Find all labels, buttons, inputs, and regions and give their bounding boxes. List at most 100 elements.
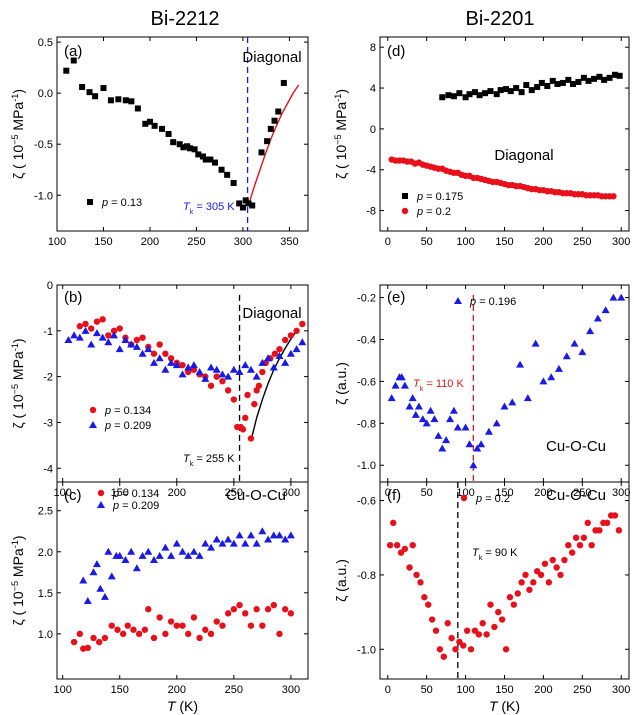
data-point	[387, 394, 396, 402]
data-point	[570, 339, 579, 347]
data-point	[144, 345, 153, 353]
y-tick-label-e: -0.2	[357, 293, 376, 305]
panel-c: 100 150 200 250 300 1.0 1.5 2.0 2.5 T (K) ζ ( 10−5…	[10, 481, 309, 714]
data-point	[224, 535, 233, 543]
x-tick-label-e: 100	[456, 487, 474, 499]
series-d-1	[388, 156, 617, 200]
series-e-0	[387, 293, 626, 469]
data-point	[448, 634, 455, 642]
data-point	[184, 551, 193, 559]
data-point	[207, 543, 216, 551]
data-point	[565, 541, 572, 549]
data-point	[606, 74, 613, 81]
data-point	[452, 646, 459, 653]
data-point	[522, 571, 529, 579]
data-point	[469, 461, 478, 469]
data-point	[219, 378, 226, 385]
data-point	[258, 149, 265, 156]
data-point	[100, 592, 109, 600]
data-point	[418, 415, 427, 423]
data-point	[246, 531, 255, 539]
data-point	[466, 91, 473, 98]
data-point	[105, 332, 112, 339]
data-point	[159, 125, 166, 132]
panel-title-a: Diagonal	[242, 49, 301, 66]
data-point	[242, 414, 249, 422]
data-point	[562, 352, 571, 360]
data-point	[75, 333, 84, 341]
data-point	[189, 547, 198, 555]
data-point	[386, 541, 394, 549]
x-tick-label-a: 100	[48, 236, 66, 248]
y-tick-label-d: 0	[370, 124, 376, 136]
data-point	[195, 551, 204, 559]
x-tick-label-d: 150	[495, 236, 513, 248]
data-point	[170, 139, 177, 146]
data-point	[601, 76, 608, 83]
data-point	[178, 547, 187, 555]
data-point	[408, 394, 417, 402]
legend-marker-c	[97, 489, 105, 497]
y-tick-label-b: -3	[43, 417, 53, 429]
data-point	[146, 118, 153, 125]
data-point	[397, 373, 406, 381]
y-tick-label-d: -8	[366, 206, 376, 218]
data-point	[554, 364, 563, 372]
legend-label-b: p = 0.209	[104, 420, 151, 432]
data-point	[107, 97, 114, 104]
data-point	[473, 444, 482, 452]
data-point	[84, 644, 92, 652]
data-point	[557, 571, 564, 579]
data-point	[122, 97, 129, 104]
y-tick-label-d: 4	[370, 83, 376, 95]
data-point	[513, 85, 520, 92]
data-point	[96, 638, 103, 646]
data-point	[426, 406, 435, 414]
tk-label-f: Tk = 90 K	[472, 547, 518, 562]
y-tick-label-e: -0.6	[357, 376, 376, 388]
y-tick-label-c: 2.5	[38, 506, 53, 518]
data-point	[580, 74, 587, 81]
data-point	[610, 193, 617, 200]
data-point	[230, 396, 238, 403]
data-point	[299, 320, 306, 328]
x-tick-label-f: 100	[456, 684, 474, 696]
data-point	[510, 601, 518, 608]
data-point	[127, 340, 136, 348]
data-point	[393, 541, 401, 549]
data-point	[116, 325, 123, 332]
data-point	[401, 545, 409, 553]
data-point	[173, 622, 180, 629]
data-point	[246, 365, 255, 373]
data-point	[497, 87, 504, 94]
data-point	[224, 372, 233, 380]
data-point	[281, 358, 290, 366]
data-point	[463, 627, 471, 634]
data-point	[537, 571, 545, 579]
data-point	[534, 84, 541, 91]
data-point	[207, 382, 215, 389]
legend-label-b: p = 0.134	[104, 405, 151, 417]
x-tick-label-f: 150	[495, 684, 513, 696]
panel-label-c: (c)	[64, 487, 82, 504]
data-point	[98, 333, 107, 341]
data-point	[79, 576, 88, 584]
data-point	[124, 622, 131, 629]
data-point	[421, 594, 428, 601]
y-tick-label-c: 1.5	[38, 588, 53, 600]
data-point	[115, 551, 124, 559]
data-point	[434, 431, 443, 439]
series-d-0	[439, 71, 623, 101]
y-tick-label-f: -1.0	[357, 644, 376, 656]
x-tick-label-e: 250	[573, 487, 591, 499]
x-tick-label-a: 150	[94, 236, 112, 248]
data-point	[89, 568, 98, 576]
y-axis-label-e: ζ (a.u.)	[333, 362, 349, 405]
data-point	[242, 610, 249, 617]
data-point	[281, 535, 290, 543]
data-point	[135, 630, 143, 638]
x-tick-label-b: 200	[168, 487, 186, 499]
panel-label-f: (f)	[387, 487, 401, 504]
data-point	[507, 88, 514, 95]
data-point	[150, 634, 158, 642]
